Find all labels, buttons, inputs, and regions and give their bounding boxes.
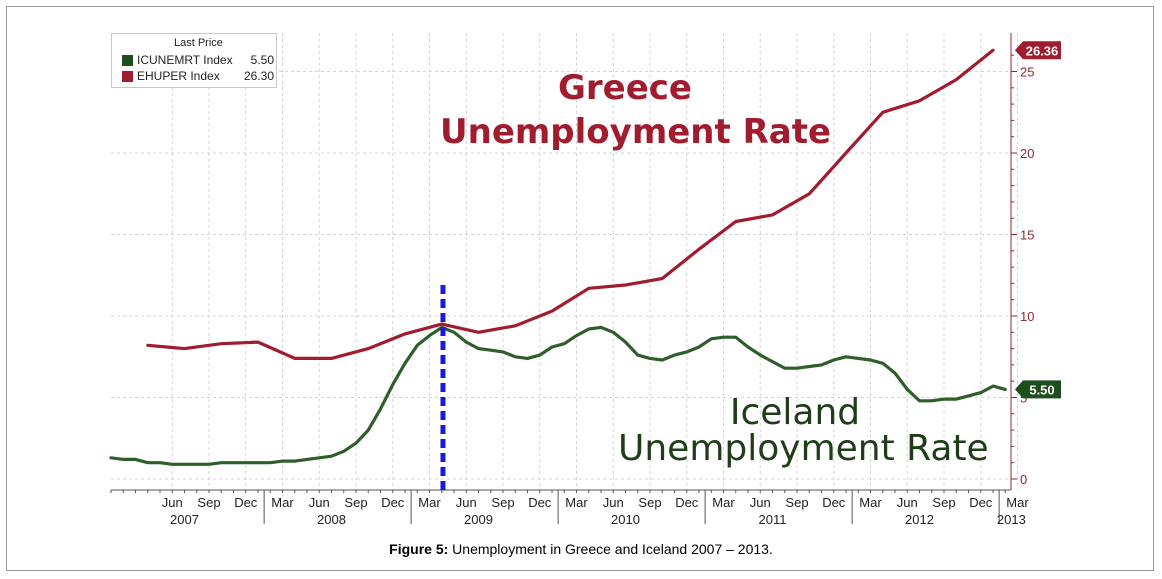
x-tick-label: Jun (897, 495, 918, 510)
iceland-last-value-tag: 5.50 (1015, 380, 1061, 399)
legend: Last Price ICUNEMRT Index 5.50 EHUPER In… (111, 33, 277, 88)
x-tick-label: Dec (528, 495, 552, 510)
greece-annotation-line1: Greece (557, 68, 692, 108)
x-tick-label: Sep (491, 495, 514, 510)
y-tick-label: 0 (1020, 472, 1027, 487)
x-year-label: 2011 (759, 512, 787, 527)
legend-title: Last Price (174, 37, 223, 49)
y-tick-label: 20 (1020, 146, 1034, 161)
greece-last-value-tag-text: 26.36 (1026, 43, 1059, 58)
x-tick-label: Dec (969, 495, 993, 510)
greece-last-value-tag-shape (1015, 41, 1061, 60)
caption-text: Unemployment in Greece and Iceland 2007 … (448, 541, 773, 557)
x-tick-label: Jun (309, 495, 330, 510)
greece-annotation-line2: Unemployment Rate (440, 112, 832, 152)
x-tick-label: Dec (381, 495, 405, 510)
caption-prefix: Figure 5: (389, 541, 449, 557)
x-year-label: 2012 (905, 512, 934, 527)
x-tick-label: Sep (638, 495, 661, 510)
x-tick-label: Dec (822, 495, 846, 510)
x-year-label: 2007 (170, 512, 199, 527)
x-tick-label: Mar (565, 495, 588, 510)
x-year-label: 2009 (464, 512, 493, 527)
x-year-label: 2008 (317, 512, 346, 527)
x-tick-label: Mar (712, 495, 735, 510)
legend-swatch-greece (122, 71, 133, 82)
y-tick-label: 25 (1020, 65, 1034, 80)
axis-layer: 0510152025JunSepDecMarJunSepDecMarJunSep… (110, 33, 1034, 527)
x-tick-label: Sep (785, 495, 808, 510)
tag-layer: 26.36 5.50 (1015, 41, 1061, 399)
x-tick-label: Mar (859, 495, 882, 510)
x-tick-label: Jun (162, 495, 183, 510)
x-year-label: 2010 (611, 512, 640, 527)
x-tick-label: Dec (234, 495, 258, 510)
legend-label-iceland: ICUNEMRT Index (137, 53, 233, 67)
series-line-greece (146, 48, 995, 360)
legend-value-greece: 26.30 (243, 69, 274, 83)
plot-area (111, 33, 1011, 490)
legend-swatch-iceland (122, 55, 133, 66)
greece-last-value-tag: 26.36 (1015, 41, 1061, 60)
y-tick-label: 15 (1020, 228, 1034, 243)
x-tick-label: Mar (1006, 495, 1029, 510)
iceland-annotation-line2: Unemployment Rate (618, 428, 989, 469)
x-tick-label: Mar (271, 495, 294, 510)
legend-item-greece: EHUPER Index 26.30 (122, 69, 274, 84)
x-tick-label: Jun (603, 495, 624, 510)
x-tick-label: Mar (418, 495, 441, 510)
y-tick-label: 10 (1020, 309, 1034, 324)
x-year-label: 2013 (997, 512, 1026, 527)
series-layer (109, 48, 1007, 466)
iceland-last-value-tag-shape (1015, 380, 1061, 399)
x-tick-label: Sep (344, 495, 367, 510)
x-tick-label: Sep (932, 495, 955, 510)
iceland-annotation-line1: Iceland (729, 392, 861, 433)
legend-item-iceland: ICUNEMRT Index 5.50 (122, 53, 274, 68)
legend-label-greece: EHUPER Index (137, 69, 220, 83)
series-line-iceland (109, 325, 1007, 466)
figure-caption: Figure 5: Unemployment in Greece and Ice… (0, 541, 1162, 557)
grid-layer (111, 33, 1018, 490)
legend-value-iceland: 5.50 (250, 53, 274, 67)
x-tick-label: Jun (750, 495, 771, 510)
x-tick-label: Dec (675, 495, 699, 510)
x-tick-label: Sep (197, 495, 220, 510)
iceland-last-value-tag-text: 5.50 (1029, 382, 1054, 397)
x-tick-label: Jun (456, 495, 477, 510)
